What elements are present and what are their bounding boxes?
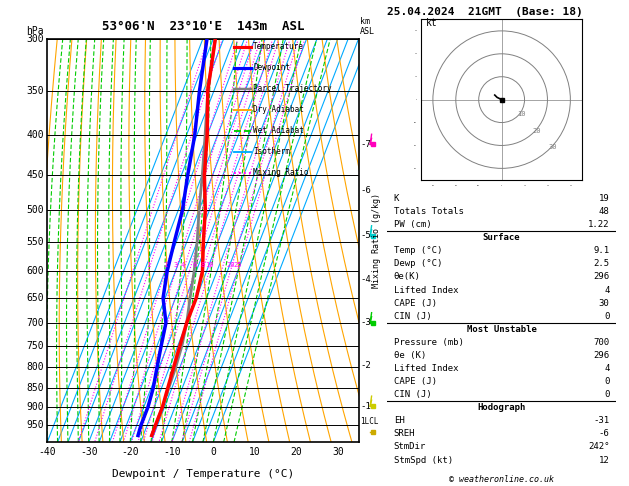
Text: -20: -20 bbox=[121, 447, 139, 457]
Text: -3: -3 bbox=[360, 318, 371, 327]
Text: Pressure (mb): Pressure (mb) bbox=[394, 338, 464, 347]
Text: kt: kt bbox=[426, 18, 438, 28]
Text: 20: 20 bbox=[226, 262, 235, 268]
Text: 12: 12 bbox=[599, 455, 610, 465]
Text: 850: 850 bbox=[26, 383, 44, 393]
Text: 700: 700 bbox=[26, 318, 44, 328]
Text: 950: 950 bbox=[26, 420, 44, 430]
Text: 2.5: 2.5 bbox=[593, 260, 610, 268]
Text: EH: EH bbox=[394, 417, 404, 425]
Text: -10: -10 bbox=[163, 447, 181, 457]
Text: 1: 1 bbox=[147, 262, 150, 268]
Text: 800: 800 bbox=[26, 363, 44, 372]
Text: -6: -6 bbox=[360, 186, 371, 195]
Text: 0: 0 bbox=[604, 312, 610, 321]
Text: -31: -31 bbox=[593, 417, 610, 425]
Text: StmSpd (kt): StmSpd (kt) bbox=[394, 455, 453, 465]
Text: 30: 30 bbox=[548, 144, 557, 150]
Text: 4: 4 bbox=[604, 364, 610, 373]
Text: 3: 3 bbox=[174, 262, 178, 268]
Text: 400: 400 bbox=[26, 130, 44, 140]
Text: Dry Adiabat: Dry Adiabat bbox=[253, 105, 304, 114]
Text: -5: -5 bbox=[360, 231, 371, 240]
Text: Wet Adiabat: Wet Adiabat bbox=[253, 126, 304, 135]
Text: 19: 19 bbox=[599, 194, 610, 203]
Text: θe(K): θe(K) bbox=[394, 273, 421, 281]
Text: 25: 25 bbox=[233, 262, 242, 268]
Text: Hodograph: Hodograph bbox=[477, 403, 526, 412]
Text: 300: 300 bbox=[26, 34, 44, 44]
Text: Dewpoint / Temperature (°C): Dewpoint / Temperature (°C) bbox=[112, 469, 294, 479]
Text: 10: 10 bbox=[517, 111, 526, 117]
Text: hPa: hPa bbox=[26, 26, 44, 36]
Text: 8: 8 bbox=[201, 262, 205, 268]
Text: θe (K): θe (K) bbox=[394, 351, 426, 360]
Text: 1LCL: 1LCL bbox=[360, 417, 379, 426]
Text: -4: -4 bbox=[360, 276, 371, 284]
Text: Parcel Trajectory: Parcel Trajectory bbox=[253, 85, 332, 93]
Text: 750: 750 bbox=[26, 341, 44, 351]
Text: Surface: Surface bbox=[483, 233, 520, 242]
Text: 25.04.2024  21GMT  (Base: 18): 25.04.2024 21GMT (Base: 18) bbox=[387, 7, 582, 17]
Text: 48: 48 bbox=[599, 207, 610, 216]
Text: 6: 6 bbox=[192, 262, 196, 268]
Text: 600: 600 bbox=[26, 266, 44, 276]
Text: Temperature: Temperature bbox=[253, 42, 304, 52]
Text: Lifted Index: Lifted Index bbox=[394, 286, 458, 295]
Text: 242°: 242° bbox=[588, 442, 610, 451]
Text: Lifted Index: Lifted Index bbox=[394, 364, 458, 373]
Text: 296: 296 bbox=[593, 273, 610, 281]
Text: 9.1: 9.1 bbox=[593, 246, 610, 255]
Text: Temp (°C): Temp (°C) bbox=[394, 246, 442, 255]
Text: CAPE (J): CAPE (J) bbox=[394, 377, 437, 386]
Text: 4: 4 bbox=[604, 286, 610, 295]
Text: -1: -1 bbox=[360, 402, 371, 411]
Text: -40: -40 bbox=[38, 447, 56, 457]
Text: 0: 0 bbox=[604, 390, 610, 399]
Text: 0: 0 bbox=[604, 377, 610, 386]
Text: 10: 10 bbox=[205, 262, 213, 268]
Text: 650: 650 bbox=[26, 293, 44, 303]
Text: 1.22: 1.22 bbox=[588, 220, 610, 229]
Text: 4: 4 bbox=[181, 262, 186, 268]
Text: 700: 700 bbox=[593, 338, 610, 347]
Text: -6: -6 bbox=[599, 429, 610, 438]
Text: 30: 30 bbox=[332, 447, 343, 457]
Text: -7: -7 bbox=[360, 140, 371, 149]
Text: © weatheronline.co.uk: © weatheronline.co.uk bbox=[449, 475, 554, 485]
Text: 0: 0 bbox=[210, 447, 216, 457]
Text: CAPE (J): CAPE (J) bbox=[394, 298, 437, 308]
Text: StmDir: StmDir bbox=[394, 442, 426, 451]
Text: Most Unstable: Most Unstable bbox=[467, 325, 537, 334]
Text: 500: 500 bbox=[26, 205, 44, 215]
Text: -30: -30 bbox=[80, 447, 97, 457]
Text: 350: 350 bbox=[26, 86, 44, 96]
Text: 450: 450 bbox=[26, 170, 44, 180]
Text: 550: 550 bbox=[26, 237, 44, 247]
Text: 53°06'N  23°10'E  143m  ASL: 53°06'N 23°10'E 143m ASL bbox=[102, 20, 304, 33]
Text: 2: 2 bbox=[163, 262, 167, 268]
Text: K: K bbox=[394, 194, 399, 203]
Text: Isotherm: Isotherm bbox=[253, 147, 291, 156]
Text: 30: 30 bbox=[599, 298, 610, 308]
Text: CIN (J): CIN (J) bbox=[394, 390, 431, 399]
Text: SREH: SREH bbox=[394, 429, 415, 438]
Text: 20: 20 bbox=[533, 128, 542, 134]
Text: 20: 20 bbox=[291, 447, 302, 457]
Text: 900: 900 bbox=[26, 402, 44, 412]
Text: Dewpoint: Dewpoint bbox=[253, 64, 291, 72]
Text: km
ASL: km ASL bbox=[360, 17, 375, 36]
Text: Totals Totals: Totals Totals bbox=[394, 207, 464, 216]
Text: -2: -2 bbox=[360, 361, 371, 370]
Text: Mixing Ratio: Mixing Ratio bbox=[253, 168, 309, 177]
Text: CIN (J): CIN (J) bbox=[394, 312, 431, 321]
Text: Mixing Ratio (g/kg): Mixing Ratio (g/kg) bbox=[372, 193, 381, 288]
Text: Dewp (°C): Dewp (°C) bbox=[394, 260, 442, 268]
Text: 296: 296 bbox=[593, 351, 610, 360]
Text: PW (cm): PW (cm) bbox=[394, 220, 431, 229]
Text: 10: 10 bbox=[249, 447, 260, 457]
